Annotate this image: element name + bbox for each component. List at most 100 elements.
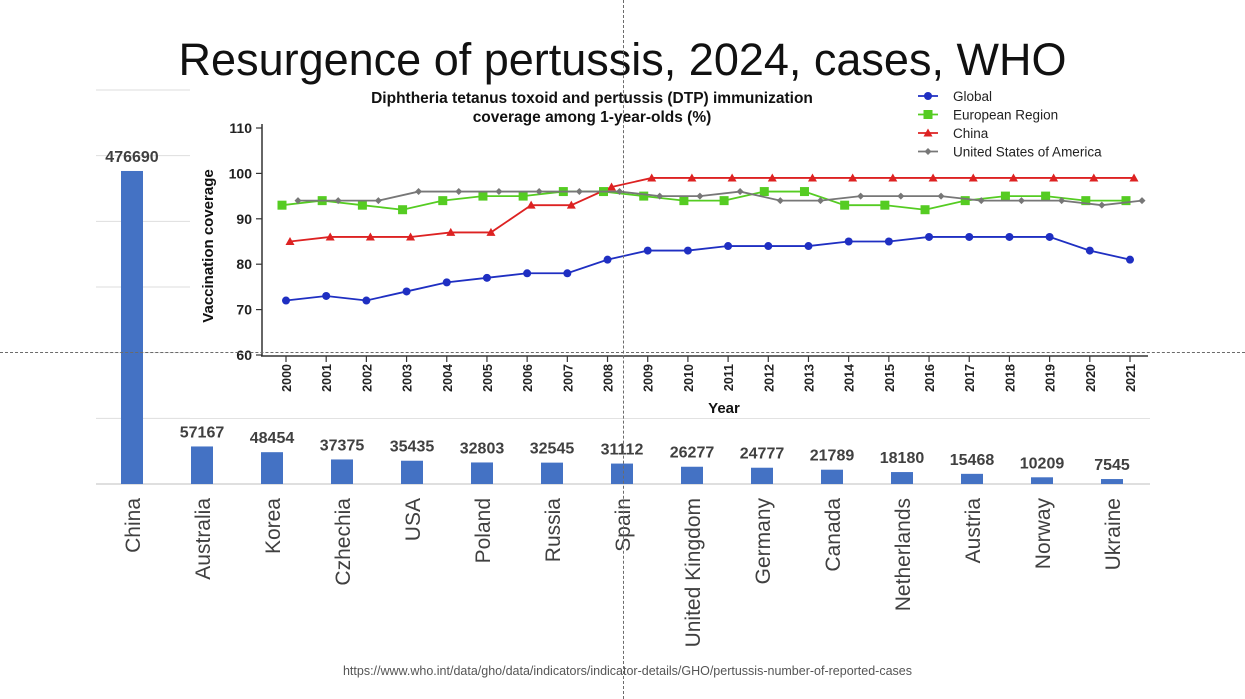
point-global-2019 — [1045, 232, 1054, 241]
point-china-2014 — [848, 173, 858, 182]
line-chart-x-axis-title: Year — [708, 400, 740, 417]
point-united-states-of-america-2011 — [736, 188, 744, 196]
point-global-2011 — [724, 242, 733, 251]
bar-category-label-korea: Korea — [262, 498, 285, 554]
point-china-2015 — [888, 173, 898, 182]
bar-value-label-netherlands: 18180 — [880, 450, 925, 467]
point-united-states-of-america-2008 — [616, 188, 624, 196]
point-china-2020 — [1089, 173, 1099, 182]
bar-korea — [261, 452, 283, 484]
line-chart: Diphtheria tetanus toxoid and pertussis … — [200, 89, 1148, 417]
point-european-region-2012 — [759, 187, 769, 197]
point-united-states-of-america-2020 — [1098, 201, 1106, 209]
x-tick-label-2010: 2010 — [682, 364, 696, 392]
point-united-states-of-america-2012 — [776, 197, 784, 205]
x-tick-label-2015: 2015 — [883, 364, 897, 392]
y-tick-label-110: 110 — [229, 120, 252, 136]
bar-value-label-austria: 15468 — [950, 452, 995, 469]
slide-title: Resurgence of pertussis, 2024, cases, WH… — [178, 34, 1067, 85]
x-tick-label-2012: 2012 — [762, 364, 776, 392]
point-china-2006 — [526, 200, 536, 209]
point-united-states-of-america-2013 — [816, 197, 824, 205]
point-global-2018 — [1005, 232, 1014, 241]
point-global-2008 — [603, 255, 612, 264]
point-united-states-of-america-2010 — [696, 192, 704, 200]
x-tick-label-2007: 2007 — [561, 364, 575, 392]
bar-category-label-china: China — [122, 498, 145, 553]
bar-category-label-poland: Poland — [472, 498, 495, 563]
legend-marker-united-states-of-america — [924, 148, 932, 155]
point-european-region-2020 — [1081, 196, 1091, 206]
x-tick-label-2020: 2020 — [1084, 364, 1098, 392]
point-china-2000 — [285, 237, 295, 245]
bar-category-label-canada: Canada — [822, 498, 845, 572]
y-tick-label-90: 90 — [236, 211, 252, 227]
point-united-states-of-america-2018 — [1017, 197, 1025, 205]
bar-category-label-netherlands: Netherlands — [892, 498, 915, 611]
point-global-2001 — [322, 291, 331, 300]
point-global-2017 — [965, 232, 974, 241]
point-united-states-of-america-2021 — [1138, 197, 1146, 205]
bar-value-label-spain: 31112 — [601, 442, 644, 459]
point-united-states-of-america-2000 — [294, 197, 302, 205]
x-tick-label-2014: 2014 — [843, 364, 857, 392]
point-european-region-2004 — [438, 196, 448, 206]
bar-category-label-ukraine: Ukraine — [1102, 498, 1125, 570]
x-tick-label-2001: 2001 — [320, 364, 334, 392]
bar-netherlands — [891, 472, 913, 484]
x-tick-label-2013: 2013 — [802, 364, 816, 392]
point-china-2019 — [1049, 173, 1059, 182]
point-european-region-2000 — [277, 200, 287, 210]
y-tick-label-100: 100 — [229, 165, 253, 181]
bar-norway — [1031, 477, 1053, 484]
legend-marker-global — [924, 92, 932, 100]
point-global-2005 — [482, 273, 491, 282]
point-united-states-of-america-2009 — [656, 192, 664, 200]
point-european-region-2005 — [478, 191, 488, 201]
point-china-2007 — [566, 200, 576, 209]
bar-value-label-czhechia: 37375 — [320, 437, 365, 454]
bar-value-label-canada: 21789 — [810, 448, 855, 465]
point-united-states-of-america-2007 — [575, 188, 583, 196]
point-china-2004 — [446, 227, 456, 236]
point-china-2016 — [928, 173, 938, 182]
x-tick-label-2005: 2005 — [481, 364, 495, 392]
bar-value-label-usa: 35435 — [390, 439, 435, 456]
vertical-guide-line — [623, 0, 624, 699]
point-global-2004 — [442, 278, 451, 287]
bar-ukraine — [1101, 479, 1123, 484]
x-tick-label-2003: 2003 — [401, 364, 415, 392]
point-european-region-2002 — [357, 200, 367, 210]
x-tick-label-2011: 2011 — [722, 364, 736, 391]
point-global-2002 — [362, 296, 371, 305]
point-global-2007 — [563, 269, 572, 278]
bar-category-label-russia: Russia — [542, 498, 565, 563]
point-china-2003 — [406, 232, 416, 241]
bar-value-label-korea: 48454 — [250, 430, 295, 447]
point-china-2010 — [687, 173, 697, 182]
x-tick-label-2009: 2009 — [642, 364, 656, 392]
bar-spain — [611, 463, 633, 484]
bar-value-label-russia: 32545 — [530, 441, 575, 458]
x-tick-label-2008: 2008 — [602, 364, 616, 392]
point-european-region-2018 — [1000, 191, 1010, 201]
dtp-coverage-chart: Diphtheria tetanus toxoid and pertussis … — [190, 86, 1150, 418]
bar-value-label-norway: 10209 — [1020, 455, 1065, 472]
bar-poland — [471, 462, 493, 484]
point-united-states-of-america-2002 — [374, 197, 382, 205]
point-european-region-2017 — [960, 196, 970, 206]
point-china-2018 — [1008, 173, 1018, 182]
point-global-2000 — [282, 296, 290, 305]
point-european-region-2015 — [880, 200, 890, 210]
x-tick-label-2017: 2017 — [963, 364, 977, 392]
series-line-european-region — [281, 190, 1126, 211]
point-european-region-2014 — [840, 200, 850, 210]
x-tick-label-2021: 2021 — [1124, 364, 1138, 392]
bar-category-label-austria: Austria — [962, 498, 985, 564]
point-european-region-2013 — [799, 187, 809, 197]
x-tick-label-2016: 2016 — [923, 364, 937, 392]
point-european-region-2006 — [518, 191, 528, 201]
bar-czhechia — [331, 459, 353, 484]
x-tick-label-2000: 2000 — [280, 364, 294, 392]
